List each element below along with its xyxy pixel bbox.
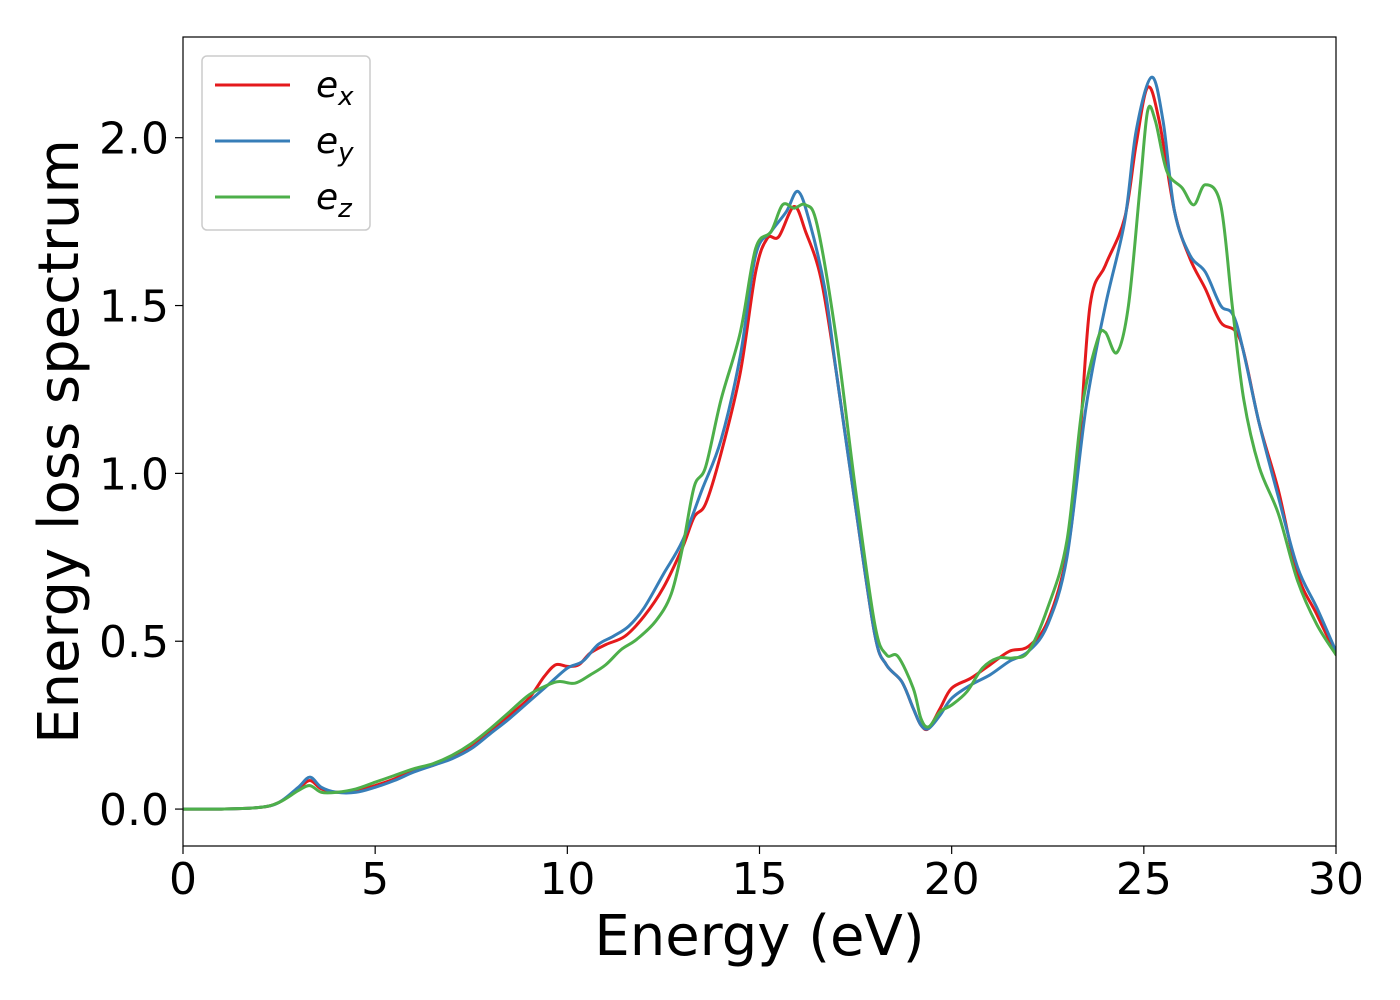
x-tick-label: 30 [1308, 854, 1364, 905]
x-tick-label: 15 [732, 854, 788, 905]
x-tick-label: 10 [539, 854, 595, 905]
y-tick-label: 1.0 [99, 449, 169, 500]
x-tick-label: 5 [361, 854, 389, 905]
y-tick-label: 1.5 [99, 282, 169, 333]
y-tick-label: 0.0 [99, 785, 169, 836]
x-axis-title: Energy (eV) [594, 904, 924, 969]
legend-box [201, 55, 371, 231]
legend-label-x: ex [316, 65, 354, 112]
series-line-y [183, 75, 1336, 811]
x-tick-label: 20 [924, 854, 980, 905]
x-tick-label: 25 [1116, 854, 1172, 905]
series-layer [183, 75, 1336, 811]
axes-layer: 0 5 10 15 20 25 30 0.0 0.5 1.0 1.5 2.0 [99, 36, 1364, 905]
x-tick-label: 0 [169, 854, 197, 905]
legend-label-z: ez [316, 177, 353, 224]
legend: ex ey ez [201, 55, 371, 231]
y-axis-title: Energy loss spectrum [27, 139, 92, 744]
y-tick-label: 0.5 [99, 617, 169, 668]
series-line-z [183, 104, 1336, 811]
y-tick-label: 2.0 [99, 114, 169, 165]
legend-label-y: ey [316, 121, 354, 168]
